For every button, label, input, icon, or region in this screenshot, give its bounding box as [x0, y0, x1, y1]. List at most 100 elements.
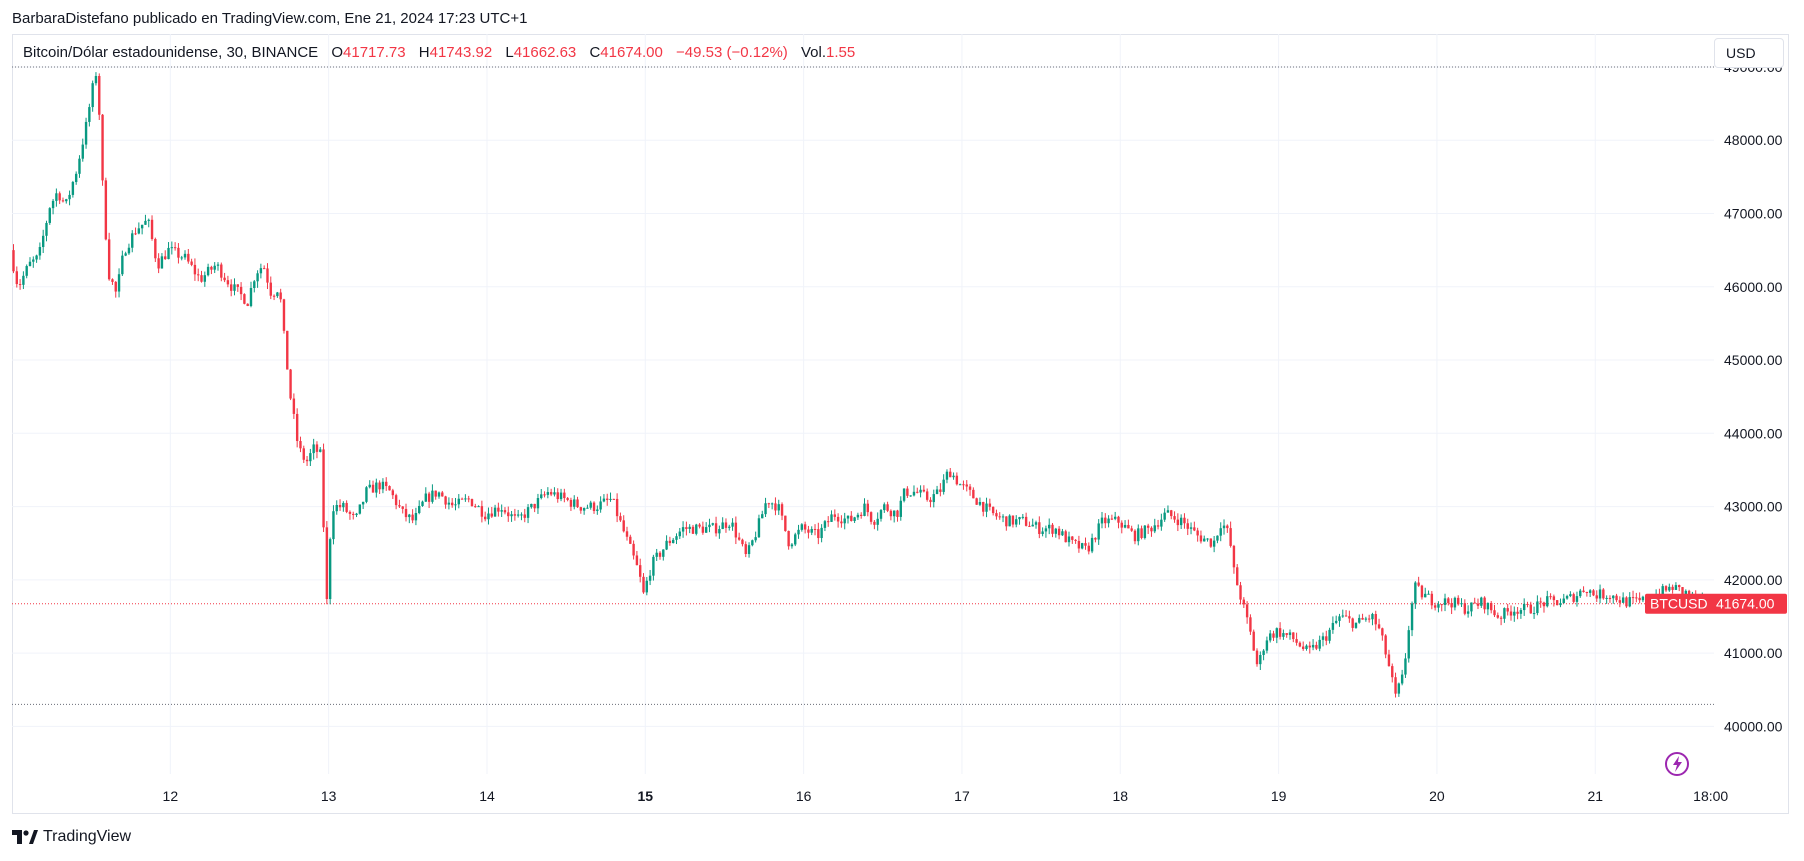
candle-body: [879, 510, 883, 519]
candle-body: [401, 506, 404, 509]
candle-body: [104, 180, 108, 240]
candle-body: [962, 484, 965, 486]
candle-body: [846, 515, 850, 519]
candle-body: [1130, 528, 1133, 531]
candle-body: [193, 264, 197, 275]
candle-body: [474, 506, 477, 508]
candle-body: [573, 499, 576, 507]
candle-body: [586, 507, 589, 509]
candle-body: [1490, 602, 1493, 611]
candle-body: [1236, 567, 1239, 586]
candle-body: [991, 506, 995, 514]
legend-high-value: 41743.92: [429, 44, 493, 61]
candle-body: [213, 265, 216, 270]
candle-body: [1671, 586, 1674, 590]
candle-body: [1513, 611, 1516, 616]
candle-body: [523, 514, 526, 518]
candle-body: [28, 261, 32, 267]
candle-body: [1143, 525, 1147, 538]
candle-body: [1371, 614, 1374, 620]
candle-body: [1189, 527, 1193, 529]
candle-body: [434, 490, 437, 497]
candle-body: [467, 498, 470, 500]
candle-body: [642, 576, 645, 593]
candle-body: [1265, 640, 1269, 651]
candle-body: [1282, 633, 1285, 637]
candle-body: [12, 250, 15, 272]
candle-body: [889, 510, 893, 517]
candle-body: [721, 522, 724, 530]
candle-body: [797, 529, 800, 535]
candle-body: [1226, 525, 1229, 529]
x-tick-label: 16: [796, 788, 812, 804]
candle-body: [1687, 590, 1691, 596]
candle-body: [612, 498, 616, 500]
candle-body: [490, 513, 493, 517]
candle-body: [982, 502, 985, 512]
candle-body: [1612, 595, 1615, 599]
candle-body: [216, 264, 220, 266]
candle-body: [200, 275, 203, 282]
candle-body: [916, 491, 919, 493]
candle-body: [1410, 603, 1414, 631]
lightning-icon[interactable]: [1665, 752, 1689, 776]
candle-body: [454, 504, 457, 506]
candle-body: [995, 513, 998, 517]
candle-body: [160, 256, 164, 269]
candle-body: [371, 484, 375, 493]
candle-body: [619, 516, 622, 521]
candle-body: [1536, 601, 1539, 614]
currency-button[interactable]: USD: [1714, 38, 1784, 68]
candle-body: [1107, 518, 1110, 524]
footer-brand-text: TradingView: [43, 828, 132, 845]
candle-body: [1278, 628, 1282, 637]
candle-body: [1526, 603, 1529, 605]
candle-body: [1005, 516, 1008, 527]
candle-body: [576, 499, 579, 508]
candle-body: [286, 330, 289, 370]
candle-body: [385, 481, 388, 487]
candle-body: [134, 233, 137, 235]
legend-symbol[interactable]: Bitcoin/Dólar estadounidense, 30, BINANC…: [23, 44, 319, 61]
candle-body: [718, 529, 721, 534]
y-axis[interactable]: 40000.00 41000.00 42000.00 43000.00 44000.00…: [1724, 59, 1783, 734]
legend-close-value: 41674.00: [600, 44, 663, 61]
candle-body: [1569, 594, 1572, 597]
candle-body: [1615, 595, 1618, 601]
candle-body: [553, 492, 556, 495]
candle-body: [1555, 600, 1559, 606]
candle-body: [233, 284, 236, 291]
candle-body: [556, 492, 559, 500]
candle-body: [724, 522, 728, 528]
candle-body: [127, 247, 131, 254]
y-tick-label: 41000.00: [1724, 645, 1783, 661]
candle-body: [540, 494, 543, 499]
candle-body: [1077, 540, 1081, 549]
candle-body: [22, 275, 25, 285]
candle-body: [1080, 543, 1084, 549]
candle-body: [1565, 596, 1569, 599]
candle-body: [1453, 597, 1457, 608]
candle-body: [1311, 644, 1315, 648]
candle-body: [1351, 618, 1354, 628]
x-axis[interactable]: 12 13 14 15 16 17 18 19 20 21 18:00: [163, 788, 1729, 804]
candle-body: [655, 552, 658, 557]
candle-body: [1631, 597, 1635, 599]
candle-body: [688, 526, 691, 529]
candle-body: [942, 479, 945, 492]
candle-body: [1031, 524, 1034, 527]
price-chart[interactable]: 40000.00 41000.00 42000.00 43000.00 44000.00…: [12, 34, 1789, 814]
candle-body: [589, 502, 592, 508]
candle-body: [1572, 594, 1575, 602]
candle-body: [860, 514, 863, 516]
candle-body: [1552, 596, 1556, 601]
candle-body: [279, 292, 282, 300]
candle-body: [1252, 631, 1255, 651]
candle-body: [592, 502, 596, 512]
footer-brand[interactable]: TradingView: [12, 828, 131, 846]
candle-body: [978, 502, 982, 505]
candle-body: [965, 484, 968, 487]
candle-body: [55, 193, 58, 201]
candle-body: [869, 512, 873, 522]
candle-body: [777, 504, 780, 511]
